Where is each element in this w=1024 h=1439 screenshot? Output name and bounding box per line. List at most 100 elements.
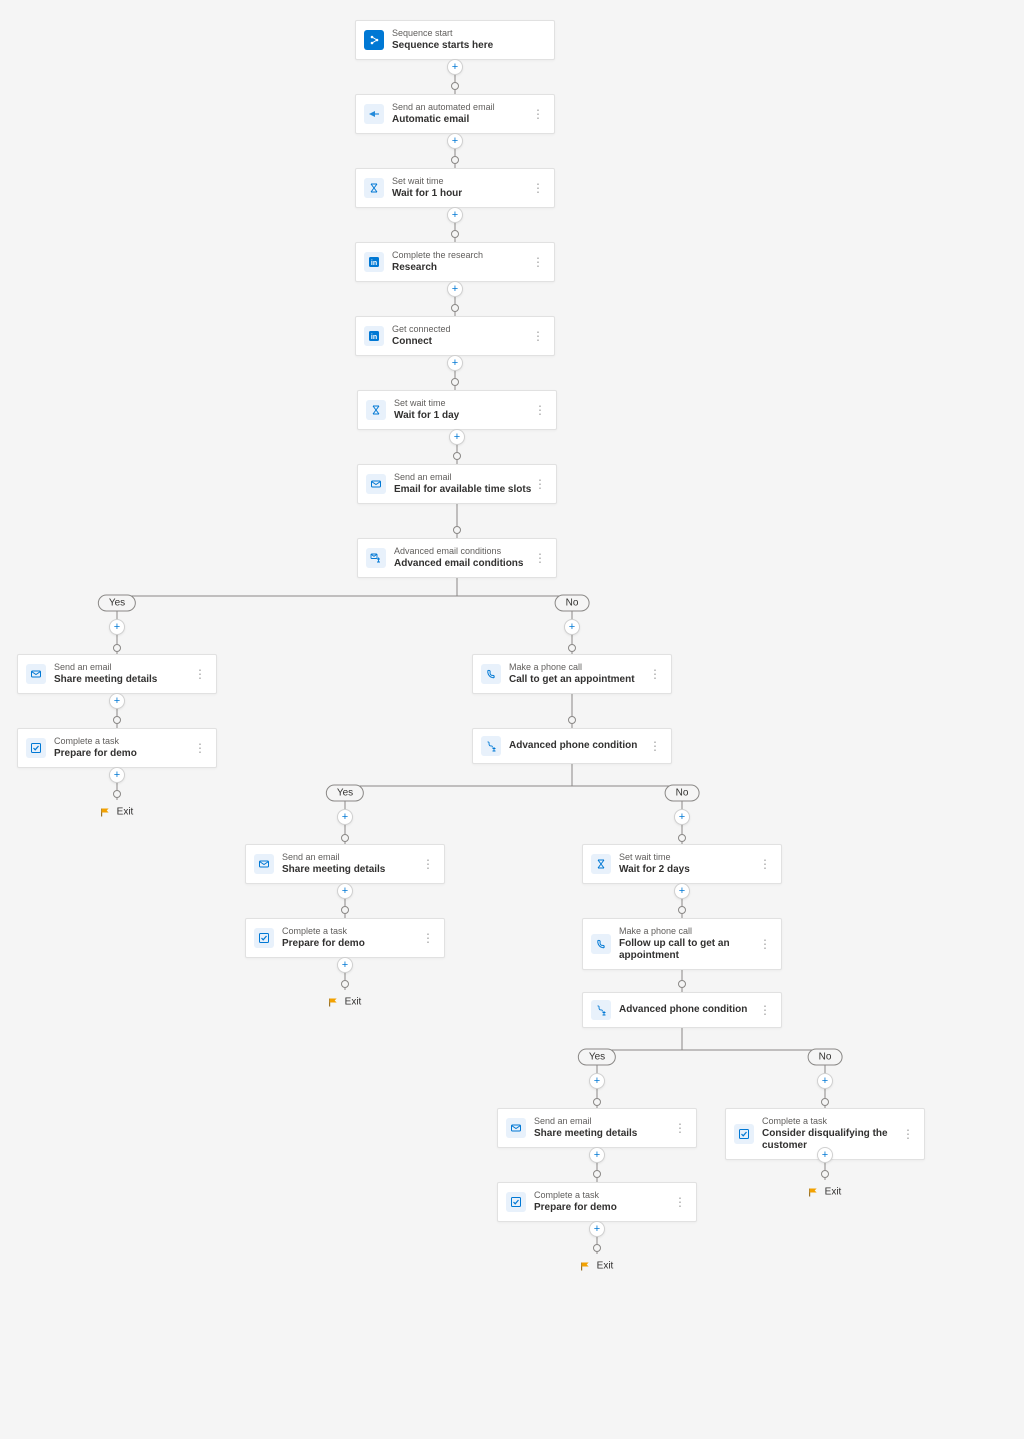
task-check-icon [26, 738, 46, 758]
flow-node-n8[interactable]: Advanced email conditionsAdvanced email … [357, 538, 557, 578]
more-menu-icon[interactable]: ⋮ [532, 478, 548, 490]
add-step-button[interactable]: + [337, 809, 353, 825]
node-subtitle: Send an email [282, 852, 420, 863]
more-menu-icon[interactable]: ⋮ [530, 108, 546, 120]
more-menu-icon[interactable]: ⋮ [530, 182, 546, 194]
more-menu-icon[interactable]: ⋮ [420, 858, 436, 870]
connector-port [453, 526, 461, 534]
send-icon [364, 104, 384, 124]
add-step-button[interactable]: + [109, 619, 125, 635]
add-step-button[interactable]: + [447, 281, 463, 297]
add-step-button[interactable]: + [447, 355, 463, 371]
flow-node-n14[interactable]: Complete a taskPrepare for demo⋮ [245, 918, 445, 958]
hourglass-icon [364, 178, 384, 198]
flow-node-n11[interactable]: Make a phone callCall to get an appointm… [472, 654, 672, 694]
linkedin-icon: in [364, 252, 384, 272]
add-step-button[interactable]: + [817, 1147, 833, 1163]
add-step-button[interactable]: + [447, 133, 463, 149]
more-menu-icon[interactable]: ⋮ [532, 552, 548, 564]
add-step-button[interactable]: + [109, 693, 125, 709]
add-step-button[interactable]: + [674, 809, 690, 825]
more-menu-icon[interactable]: ⋮ [757, 858, 773, 870]
flow-node-n19[interactable]: Complete a taskPrepare for demo⋮ [497, 1182, 697, 1222]
add-step-button[interactable]: + [674, 883, 690, 899]
node-title: Connect [392, 336, 530, 348]
flow-node-n4[interactable]: inComplete the researchResearch⋮ [355, 242, 555, 282]
phone-icon [481, 664, 501, 684]
add-step-button[interactable]: + [447, 207, 463, 223]
more-menu-icon[interactable]: ⋮ [192, 742, 208, 754]
flow-node-n7[interactable]: Send an emailEmail for available time sl… [357, 464, 557, 504]
condition-label-yes: Yes [578, 1049, 616, 1066]
flow-node-n3[interactable]: Set wait timeWait for 1 hour⋮ [355, 168, 555, 208]
more-menu-icon[interactable]: ⋮ [647, 668, 663, 680]
more-menu-icon[interactable]: ⋮ [530, 256, 546, 268]
connector-port [113, 790, 121, 798]
phone-branch-icon [591, 1000, 611, 1020]
flow-node-n1[interactable]: Sequence startSequence starts here [355, 20, 555, 60]
more-menu-icon[interactable]: ⋮ [647, 740, 663, 752]
flow-node-n9[interactable]: Send an emailShare meeting details⋮ [17, 654, 217, 694]
flow-node-n12[interactable]: Advanced phone condition⋮ [472, 728, 672, 764]
condition-label-yes: Yes [326, 785, 364, 802]
exit-label: Exit [597, 1261, 614, 1272]
add-step-button[interactable]: + [109, 767, 125, 783]
more-menu-icon[interactable]: ⋮ [420, 932, 436, 944]
node-subtitle: Complete the research [392, 250, 530, 261]
connector-port [341, 834, 349, 842]
exit-label: Exit [345, 997, 362, 1008]
connector-port [678, 980, 686, 988]
flow-node-n2[interactable]: Send an automated emailAutomatic email⋮ [355, 94, 555, 134]
add-step-button[interactable]: + [337, 957, 353, 973]
more-menu-icon[interactable]: ⋮ [532, 404, 548, 416]
more-menu-icon[interactable]: ⋮ [757, 1004, 773, 1016]
node-subtitle: Get connected [392, 324, 530, 335]
add-step-button[interactable]: + [589, 1073, 605, 1089]
phone-icon [591, 934, 611, 954]
mail-icon [26, 664, 46, 684]
node-title: Advanced phone condition [619, 1004, 757, 1016]
node-title: Automatic email [392, 114, 530, 126]
add-step-button[interactable]: + [589, 1147, 605, 1163]
mail-icon [366, 474, 386, 494]
add-step-button[interactable]: + [449, 429, 465, 445]
node-subtitle: Make a phone call [509, 662, 647, 673]
flow-node-n10[interactable]: Complete a taskPrepare for demo⋮ [17, 728, 217, 768]
node-subtitle: Send an email [54, 662, 192, 673]
flow-node-n13[interactable]: Send an emailShare meeting details⋮ [245, 844, 445, 884]
add-step-button[interactable]: + [817, 1073, 833, 1089]
node-title: Call to get an appointment [509, 674, 647, 686]
more-menu-icon[interactable]: ⋮ [192, 668, 208, 680]
exit-marker: Exit [809, 1187, 842, 1198]
flow-node-n16[interactable]: Make a phone callFollow up call to get a… [582, 918, 782, 970]
more-menu-icon[interactable]: ⋮ [757, 938, 773, 950]
flow-node-n5[interactable]: inGet connectedConnect⋮ [355, 316, 555, 356]
phone-branch-icon [481, 736, 501, 756]
node-subtitle: Complete a task [762, 1116, 900, 1127]
connector-port [593, 1244, 601, 1252]
add-step-button[interactable]: + [564, 619, 580, 635]
node-title: Follow up call to get an appointment [619, 938, 757, 962]
add-step-button[interactable]: + [337, 883, 353, 899]
flow-node-n6[interactable]: Set wait timeWait for 1 day⋮ [357, 390, 557, 430]
connector-port [678, 834, 686, 842]
hourglass-icon [591, 854, 611, 874]
more-menu-icon[interactable]: ⋮ [530, 330, 546, 342]
flow-node-n15[interactable]: Set wait timeWait for 2 days⋮ [582, 844, 782, 884]
node-title: Prepare for demo [54, 748, 192, 760]
flow-node-n17[interactable]: Advanced phone condition⋮ [582, 992, 782, 1028]
flow-node-n18[interactable]: Send an emailShare meeting details⋮ [497, 1108, 697, 1148]
exit-label: Exit [117, 807, 134, 818]
more-menu-icon[interactable]: ⋮ [672, 1122, 688, 1134]
node-title: Share meeting details [282, 864, 420, 876]
node-subtitle: Complete a task [282, 926, 420, 937]
node-subtitle: Set wait time [619, 852, 757, 863]
add-step-button[interactable]: + [447, 59, 463, 75]
node-subtitle: Send an email [394, 472, 532, 483]
connector-port [341, 906, 349, 914]
more-menu-icon[interactable]: ⋮ [900, 1128, 916, 1140]
node-title: Prepare for demo [534, 1202, 672, 1214]
hourglass-icon [366, 400, 386, 420]
add-step-button[interactable]: + [589, 1221, 605, 1237]
more-menu-icon[interactable]: ⋮ [672, 1196, 688, 1208]
